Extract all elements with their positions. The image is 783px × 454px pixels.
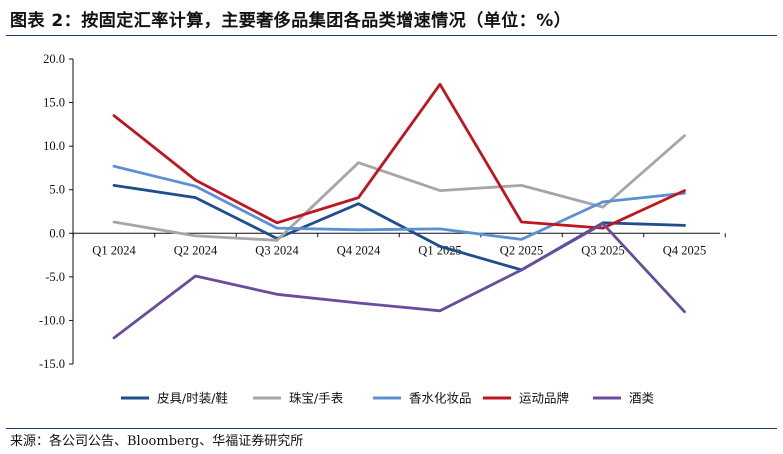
legend-label: 香水化妆品 bbox=[409, 391, 472, 406]
y-tick-label: -5.0 bbox=[45, 270, 65, 284]
line-chart: 20.0 15.0 10.0 5.0 0.0 -5.0 -10.0 -15.0 Q1 2024 Q… bbox=[39, 52, 726, 406]
source-note: 来源：各公司公告、Bloomberg、华福证券研究所 bbox=[10, 434, 304, 449]
y-tick-label: 0.0 bbox=[49, 226, 65, 240]
source-rule bbox=[6, 428, 777, 429]
series-layer bbox=[112, 82, 686, 340]
x-tick-label: Q3 2024 bbox=[255, 243, 299, 257]
x-tick-label: Q4 2025 bbox=[663, 243, 706, 257]
series-line-3 bbox=[112, 164, 686, 241]
y-tick-label: 10.0 bbox=[43, 139, 65, 153]
x-tick-label: Q4 2024 bbox=[337, 243, 381, 257]
legend-label: 珠宝/手表 bbox=[289, 391, 344, 406]
y-tick-label: 20.0 bbox=[43, 52, 65, 66]
legend-label: 皮具/时装/鞋 bbox=[157, 391, 228, 406]
y-tick-label: 15.0 bbox=[43, 96, 65, 110]
legend: 皮具/时装/鞋 珠宝/手表 香水化妆品 运动品牌 酒类 bbox=[121, 391, 655, 406]
chart-title: 图表 2：按固定汇率计算，主要奢侈品集团各品类增速情况（单位：%） bbox=[10, 11, 572, 31]
series-line-5 bbox=[112, 222, 686, 340]
y-tick-label: 5.0 bbox=[49, 183, 65, 197]
x-tick-label: Q3 2025 bbox=[581, 243, 624, 257]
series-line-4 bbox=[112, 82, 686, 230]
x-tick-label: Q1 2024 bbox=[92, 243, 136, 257]
legend-label: 运动品牌 bbox=[519, 391, 569, 406]
x-tick-label: Q2 2025 bbox=[500, 243, 543, 257]
x-tick-label: Q2 2024 bbox=[174, 243, 218, 257]
x-tick-label: Q1 2025 bbox=[418, 243, 461, 257]
axes: 20.0 15.0 10.0 5.0 0.0 -5.0 -10.0 -15.0 Q1 2024 Q… bbox=[39, 52, 726, 371]
series-line-2 bbox=[112, 134, 686, 242]
title-rule bbox=[6, 35, 777, 36]
y-tick-label: -15.0 bbox=[39, 357, 65, 371]
legend-label: 酒类 bbox=[629, 391, 655, 406]
y-tick-label: -10.0 bbox=[39, 313, 65, 327]
